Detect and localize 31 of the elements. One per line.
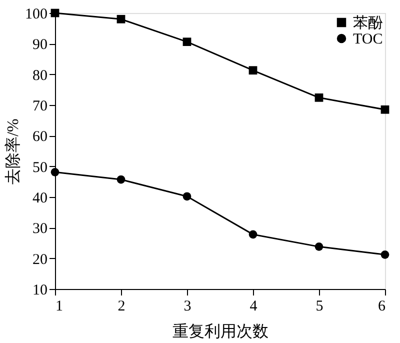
y-tick-label: 60 <box>32 129 48 146</box>
point <box>50 168 60 176</box>
y-tick-label: 100 <box>25 6 48 22</box>
x-tick-label: 4 <box>250 298 258 314</box>
point <box>380 105 390 114</box>
y-tick-label: 20 <box>32 252 48 268</box>
point <box>314 93 324 102</box>
x-tick-label: 1 <box>56 298 63 314</box>
point <box>116 14 126 24</box>
point <box>116 175 126 184</box>
point <box>182 192 192 201</box>
x-axis-title: 重复利用次数 <box>172 322 268 340</box>
legend-label: 苯酚 <box>353 14 383 32</box>
y-tick-label: 50 <box>32 160 48 176</box>
x-tick-label: 3 <box>184 298 192 314</box>
point <box>314 242 324 251</box>
y-tick-label: 90 <box>32 37 48 54</box>
point <box>248 230 258 239</box>
x-tick-label: 2 <box>118 298 126 314</box>
point <box>182 38 192 46</box>
point <box>380 250 390 259</box>
y-tick-label: 70 <box>32 98 48 114</box>
y-tick-label: 40 <box>32 190 48 206</box>
y-tick-label: 10 <box>32 282 48 298</box>
legend-label: TOC <box>353 32 383 48</box>
y-tick-label: 80 <box>32 68 48 84</box>
y-axis-title: 去除率/% <box>4 118 22 184</box>
y-tick-label: 30 <box>32 221 48 238</box>
x-tick-label: 5 <box>316 298 324 314</box>
point <box>248 66 258 75</box>
x-tick-label: 6 <box>378 298 386 314</box>
